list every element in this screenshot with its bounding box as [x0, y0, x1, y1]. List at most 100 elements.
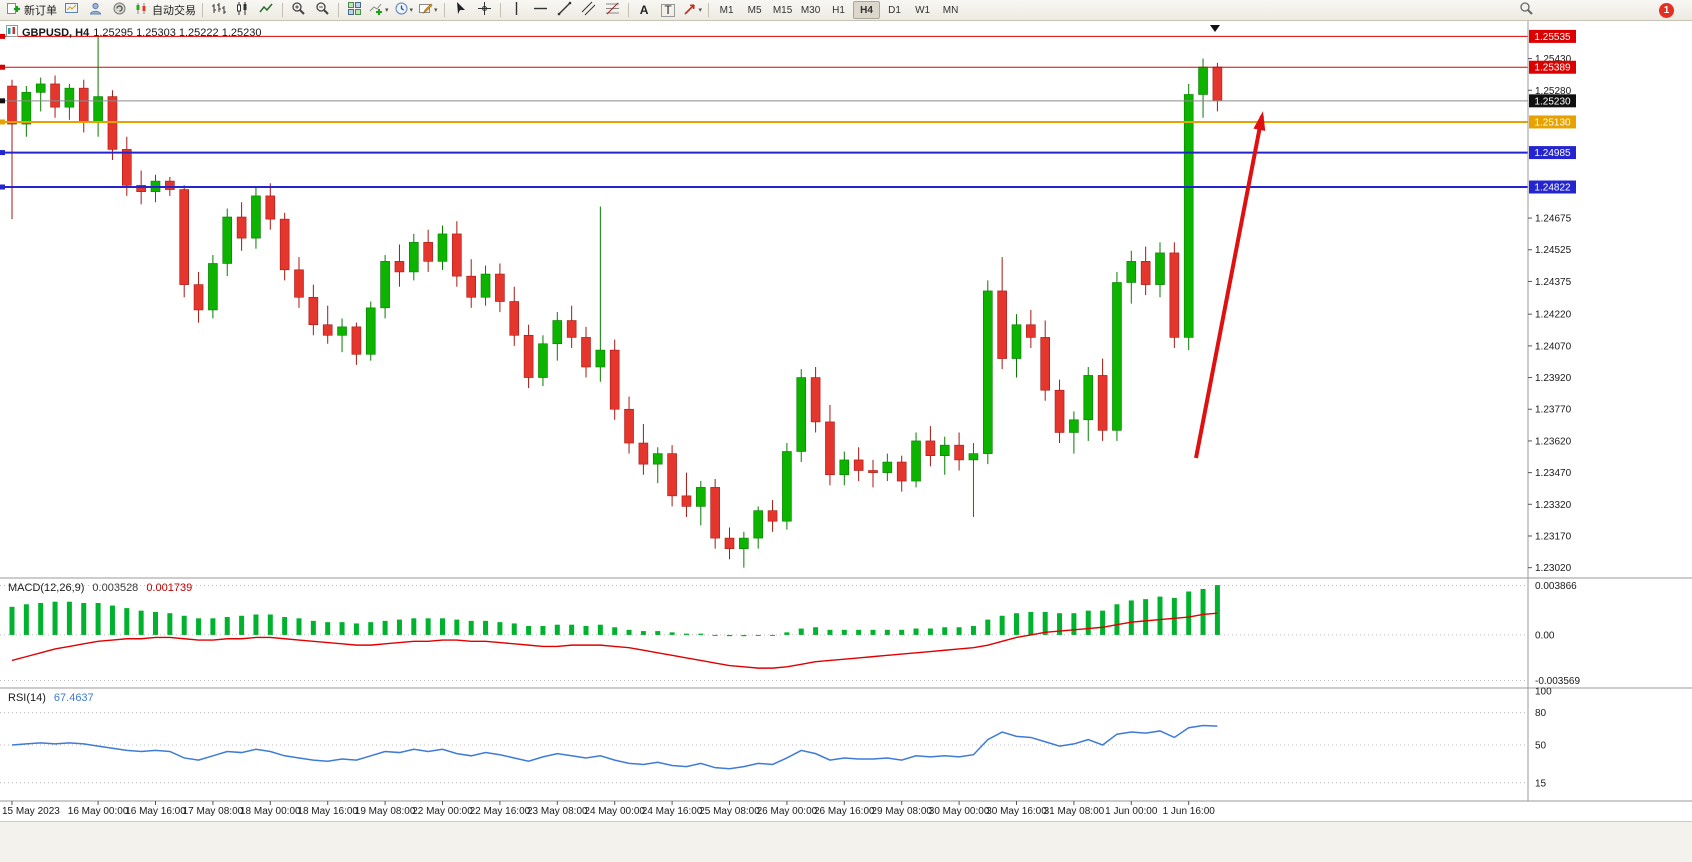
- toolbar-separator: [627, 3, 629, 17]
- rsi-name: RSI(14): [8, 692, 46, 704]
- svg-text:24 May 16:00: 24 May 16:00: [642, 806, 703, 817]
- timeframe-button-MN[interactable]: MN: [942, 4, 959, 16]
- fibonacci-icon: [605, 1, 620, 19]
- timeframe-button-H4[interactable]: H4: [853, 1, 881, 19]
- svg-text:1.25535: 1.25535: [1534, 32, 1571, 43]
- arrows-button[interactable]: ▾: [681, 1, 705, 19]
- svg-text:1.24375: 1.24375: [1535, 277, 1572, 288]
- toolbar-separator: [708, 3, 710, 17]
- periods-button[interactable]: ▾: [392, 1, 416, 19]
- cursor-button[interactable]: [449, 1, 472, 19]
- svg-text:23 May 08:00: 23 May 08:00: [527, 806, 588, 817]
- svg-text:1.24675: 1.24675: [1535, 214, 1572, 225]
- svg-text:0.00: 0.00: [1535, 630, 1555, 641]
- auto-trading-icon: [134, 1, 149, 19]
- new-order-icon: [6, 1, 21, 19]
- fibonacci-button[interactable]: [601, 1, 624, 19]
- label-button[interactable]: T: [657, 1, 680, 19]
- svg-text:26 May 00:00: 26 May 00:00: [757, 806, 818, 817]
- channel-button[interactable]: [577, 1, 600, 19]
- vertical-line-button[interactable]: [505, 1, 528, 19]
- timeframe-button-M1[interactable]: M1: [719, 4, 734, 16]
- rsi-value: 67.4637: [53, 692, 94, 704]
- horizontal-line-button[interactable]: [529, 1, 552, 19]
- community-button[interactable]: [108, 1, 131, 19]
- svg-text:1.25389: 1.25389: [1534, 63, 1571, 74]
- zoom-out-button[interactable]: [311, 1, 334, 19]
- channel-icon: [581, 1, 596, 19]
- auto-trading-label: 自动交易: [152, 5, 196, 17]
- timeframe-button-M5[interactable]: M5: [747, 4, 762, 16]
- svg-text:26 May 16:00: 26 May 16:00: [814, 806, 875, 817]
- chart-title: GBPUSD, H4 1.25295 1.25303 1.25222 1.252…: [6, 25, 261, 40]
- svg-text:30 May 16:00: 30 May 16:00: [986, 806, 1047, 817]
- zoom-in-button[interactable]: [287, 1, 310, 19]
- svg-text:22 May 00:00: 22 May 00:00: [412, 806, 473, 817]
- toolbar-separator: [202, 3, 203, 17]
- svg-text:1.24985: 1.24985: [1534, 148, 1571, 159]
- svg-text:15: 15: [1535, 778, 1547, 789]
- trendline-button[interactable]: [553, 1, 576, 19]
- svg-text:80: 80: [1535, 708, 1547, 719]
- auto-trading-button[interactable]: 自动交易: [132, 1, 198, 19]
- svg-text:-0.003569: -0.003569: [1535, 676, 1580, 687]
- tile-windows-button[interactable]: [343, 1, 366, 19]
- svg-text:1.25130: 1.25130: [1534, 117, 1571, 128]
- line-chart-button[interactable]: [255, 1, 278, 19]
- svg-text:1.24525: 1.24525: [1535, 245, 1572, 256]
- text-button[interactable]: A: [633, 1, 656, 19]
- zoom-in-icon: [291, 1, 306, 19]
- timeframe-button-W1[interactable]: W1: [915, 4, 931, 16]
- svg-text:29 May 08:00: 29 May 08:00: [871, 806, 932, 817]
- charts-grid-button[interactable]: [60, 1, 83, 19]
- periods-icon: [394, 1, 409, 19]
- toolbar-separator: [282, 3, 283, 17]
- svg-text:1.23020: 1.23020: [1535, 563, 1572, 574]
- timeframe-button-M15[interactable]: M15: [772, 4, 793, 16]
- timeframe-toolbar: M1 M5 M15 M30 H1 H4 D1 W1 MN: [713, 1, 964, 19]
- templates-button[interactable]: ▾: [416, 1, 440, 19]
- tile-windows-icon: [347, 1, 362, 19]
- svg-text:1.23320: 1.23320: [1535, 500, 1572, 511]
- profile-icon: [88, 1, 103, 19]
- indicators-icon: [369, 1, 384, 19]
- candlestick-chart-button[interactable]: [231, 1, 254, 19]
- chevron-down-icon: ▾: [409, 7, 414, 14]
- svg-text:1.24220: 1.24220: [1535, 310, 1572, 321]
- horizontal-line-icon: [533, 1, 548, 19]
- toolbar-separator: [499, 3, 501, 17]
- zoom-out-icon: [315, 1, 330, 19]
- svg-text:18 May 00:00: 18 May 00:00: [240, 806, 301, 817]
- bar-chart-button[interactable]: [207, 1, 230, 19]
- svg-text:100: 100: [1535, 687, 1552, 698]
- svg-text:15 May 2023: 15 May 2023: [2, 806, 60, 817]
- svg-text:19 May 08:00: 19 May 08:00: [355, 806, 416, 817]
- macd-indicator-label: MACD(12,26,9) 0.003528 0.001739: [8, 582, 192, 594]
- vertical-line-icon: [509, 1, 524, 19]
- cursor-icon: [453, 1, 468, 19]
- chart-window: 1.25430 1.25280 1.24675 1.24525 1.24375 1.242…: [0, 21, 1692, 821]
- crosshair-button[interactable]: [473, 1, 496, 19]
- svg-text:30 May 00:00: 30 May 00:00: [929, 806, 990, 817]
- timeframe-button-D1[interactable]: D1: [888, 4, 901, 16]
- indicators-button[interactable]: ▾: [367, 1, 391, 19]
- svg-text:16 May 00:00: 16 May 00:00: [68, 806, 129, 817]
- svg-text:0.003866: 0.003866: [1535, 581, 1577, 592]
- symbol-label: GBPUSD, H4: [22, 26, 90, 39]
- svg-text:1 Jun 00:00: 1 Jun 00:00: [1105, 806, 1158, 817]
- timeframe-button-H1[interactable]: H1: [832, 4, 845, 16]
- svg-text:1 Jun 16:00: 1 Jun 16:00: [1163, 806, 1216, 817]
- timeframe-button-M30[interactable]: M30: [800, 4, 821, 16]
- profile-button[interactable]: [84, 1, 107, 19]
- svg-text:25 May 08:00: 25 May 08:00: [699, 806, 760, 817]
- price-scale[interactable]: 1.25430 1.25280 1.24675 1.24525 1.24375 1.242…: [1528, 29, 1576, 574]
- notification-badge[interactable]: 1: [1659, 2, 1674, 18]
- svg-text:1.24822: 1.24822: [1534, 183, 1571, 194]
- ohlc-values: 1.25295 1.25303 1.25222 1.25230: [93, 26, 262, 39]
- svg-text:1.25430: 1.25430: [1535, 54, 1572, 65]
- chart-canvas[interactable]: 1.25430 1.25280 1.24675 1.24525 1.24375 1.242…: [0, 21, 1692, 821]
- new-order-button[interactable]: 新订单: [4, 1, 59, 19]
- search-button[interactable]: [1515, 1, 1538, 19]
- svg-text:1.25280: 1.25280: [1535, 86, 1572, 97]
